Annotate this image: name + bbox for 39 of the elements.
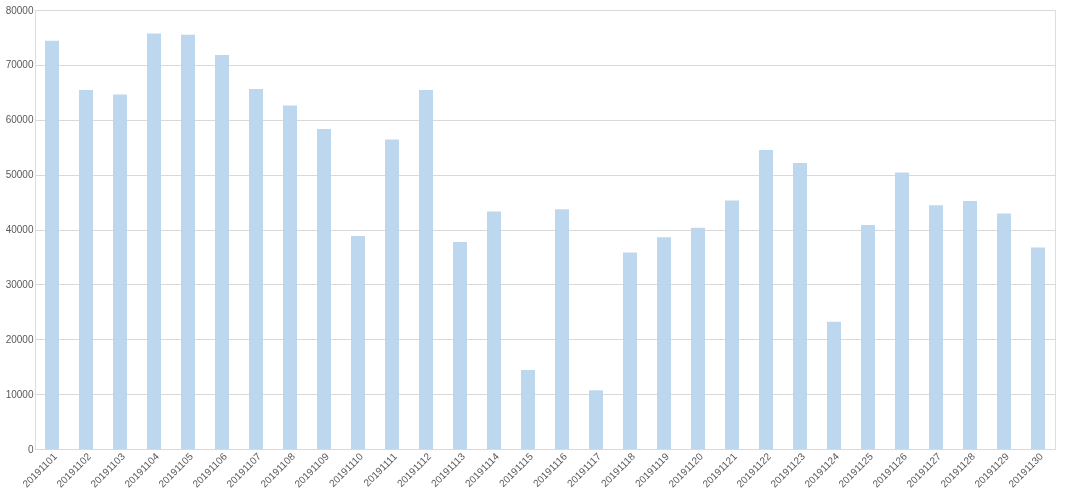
bar xyxy=(181,34,195,449)
bar xyxy=(419,90,433,449)
y-tick-label: 40000 xyxy=(5,224,34,235)
bar xyxy=(317,129,331,449)
bar xyxy=(147,33,161,449)
y-tick-label: 70000 xyxy=(5,59,34,71)
bar xyxy=(385,139,399,449)
bar xyxy=(283,105,297,449)
bar xyxy=(487,211,501,449)
bar xyxy=(657,237,671,449)
bar xyxy=(759,149,773,449)
y-tick-label: 20000 xyxy=(5,333,34,345)
bar xyxy=(691,227,705,449)
bar xyxy=(997,213,1011,449)
y-tick-label: 0 xyxy=(27,443,34,455)
y-tick-label: 30000 xyxy=(5,278,34,290)
bar xyxy=(895,172,909,449)
bar xyxy=(113,94,127,449)
bar xyxy=(861,225,875,449)
bar xyxy=(453,242,467,449)
bar xyxy=(725,200,739,449)
y-tick-label: 10000 xyxy=(5,388,34,400)
bar xyxy=(589,390,603,449)
bar xyxy=(1031,247,1045,449)
bar xyxy=(623,252,637,449)
bar xyxy=(249,89,263,449)
bar xyxy=(79,90,93,449)
bar xyxy=(45,40,59,449)
bar xyxy=(827,321,841,449)
y-tick-label: 50000 xyxy=(5,169,34,181)
bar xyxy=(215,55,229,449)
bar xyxy=(521,369,535,449)
bar xyxy=(929,205,943,449)
bar xyxy=(555,209,569,449)
bar xyxy=(793,163,807,449)
y-tick-label: 80000 xyxy=(5,4,34,16)
y-tick-label: 60000 xyxy=(5,114,34,126)
bar xyxy=(963,200,977,449)
bar xyxy=(351,236,365,449)
